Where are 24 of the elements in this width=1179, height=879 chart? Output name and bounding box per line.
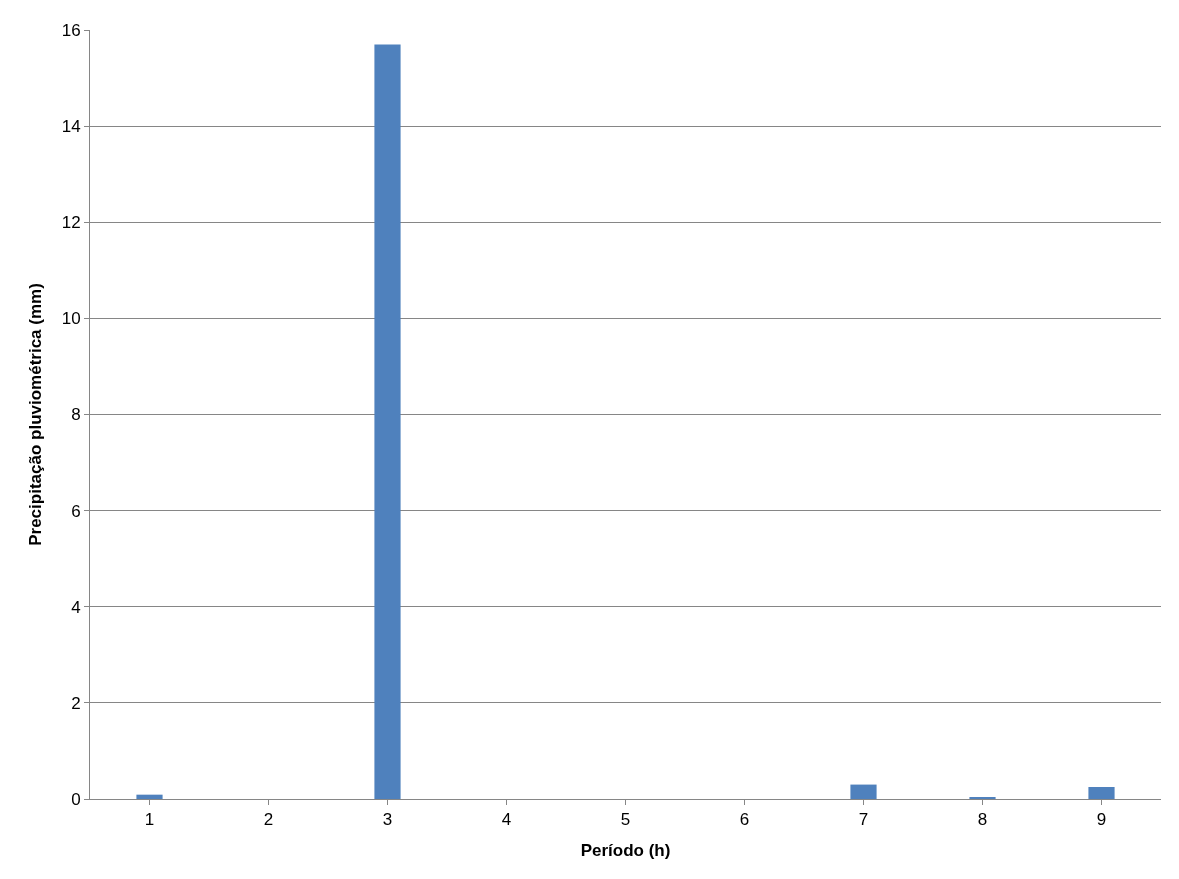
y-tick-label: 0 bbox=[71, 789, 81, 809]
x-tick-label: 3 bbox=[382, 810, 393, 830]
x-tick-label: 7 bbox=[858, 810, 869, 830]
x-tick-label: 6 bbox=[739, 810, 750, 830]
bar bbox=[136, 794, 163, 799]
x-tick-label: 9 bbox=[1096, 810, 1107, 830]
x-tick-label: 4 bbox=[501, 810, 512, 830]
x-axis-title: Período (h) bbox=[580, 840, 671, 860]
y-tick-label: 6 bbox=[71, 501, 81, 521]
x-tick-label: 5 bbox=[620, 810, 631, 830]
bar bbox=[374, 44, 401, 799]
y-axis-title: Precipitação pluviométrica (mm) bbox=[26, 283, 46, 546]
x-tick-label: 8 bbox=[977, 810, 988, 830]
bar bbox=[1088, 786, 1115, 799]
y-tick-label: 4 bbox=[71, 597, 81, 617]
y-tick-label: 12 bbox=[61, 213, 81, 233]
bar bbox=[850, 784, 877, 799]
y-tick-label: 16 bbox=[61, 20, 81, 40]
y-tick-label: 14 bbox=[61, 117, 81, 137]
y-tick-label: 10 bbox=[61, 309, 81, 329]
x-tick-label: 2 bbox=[263, 810, 274, 830]
y-tick-label: 2 bbox=[71, 693, 81, 713]
x-tick-label: 1 bbox=[144, 810, 155, 830]
y-tick-label: 8 bbox=[71, 405, 81, 425]
